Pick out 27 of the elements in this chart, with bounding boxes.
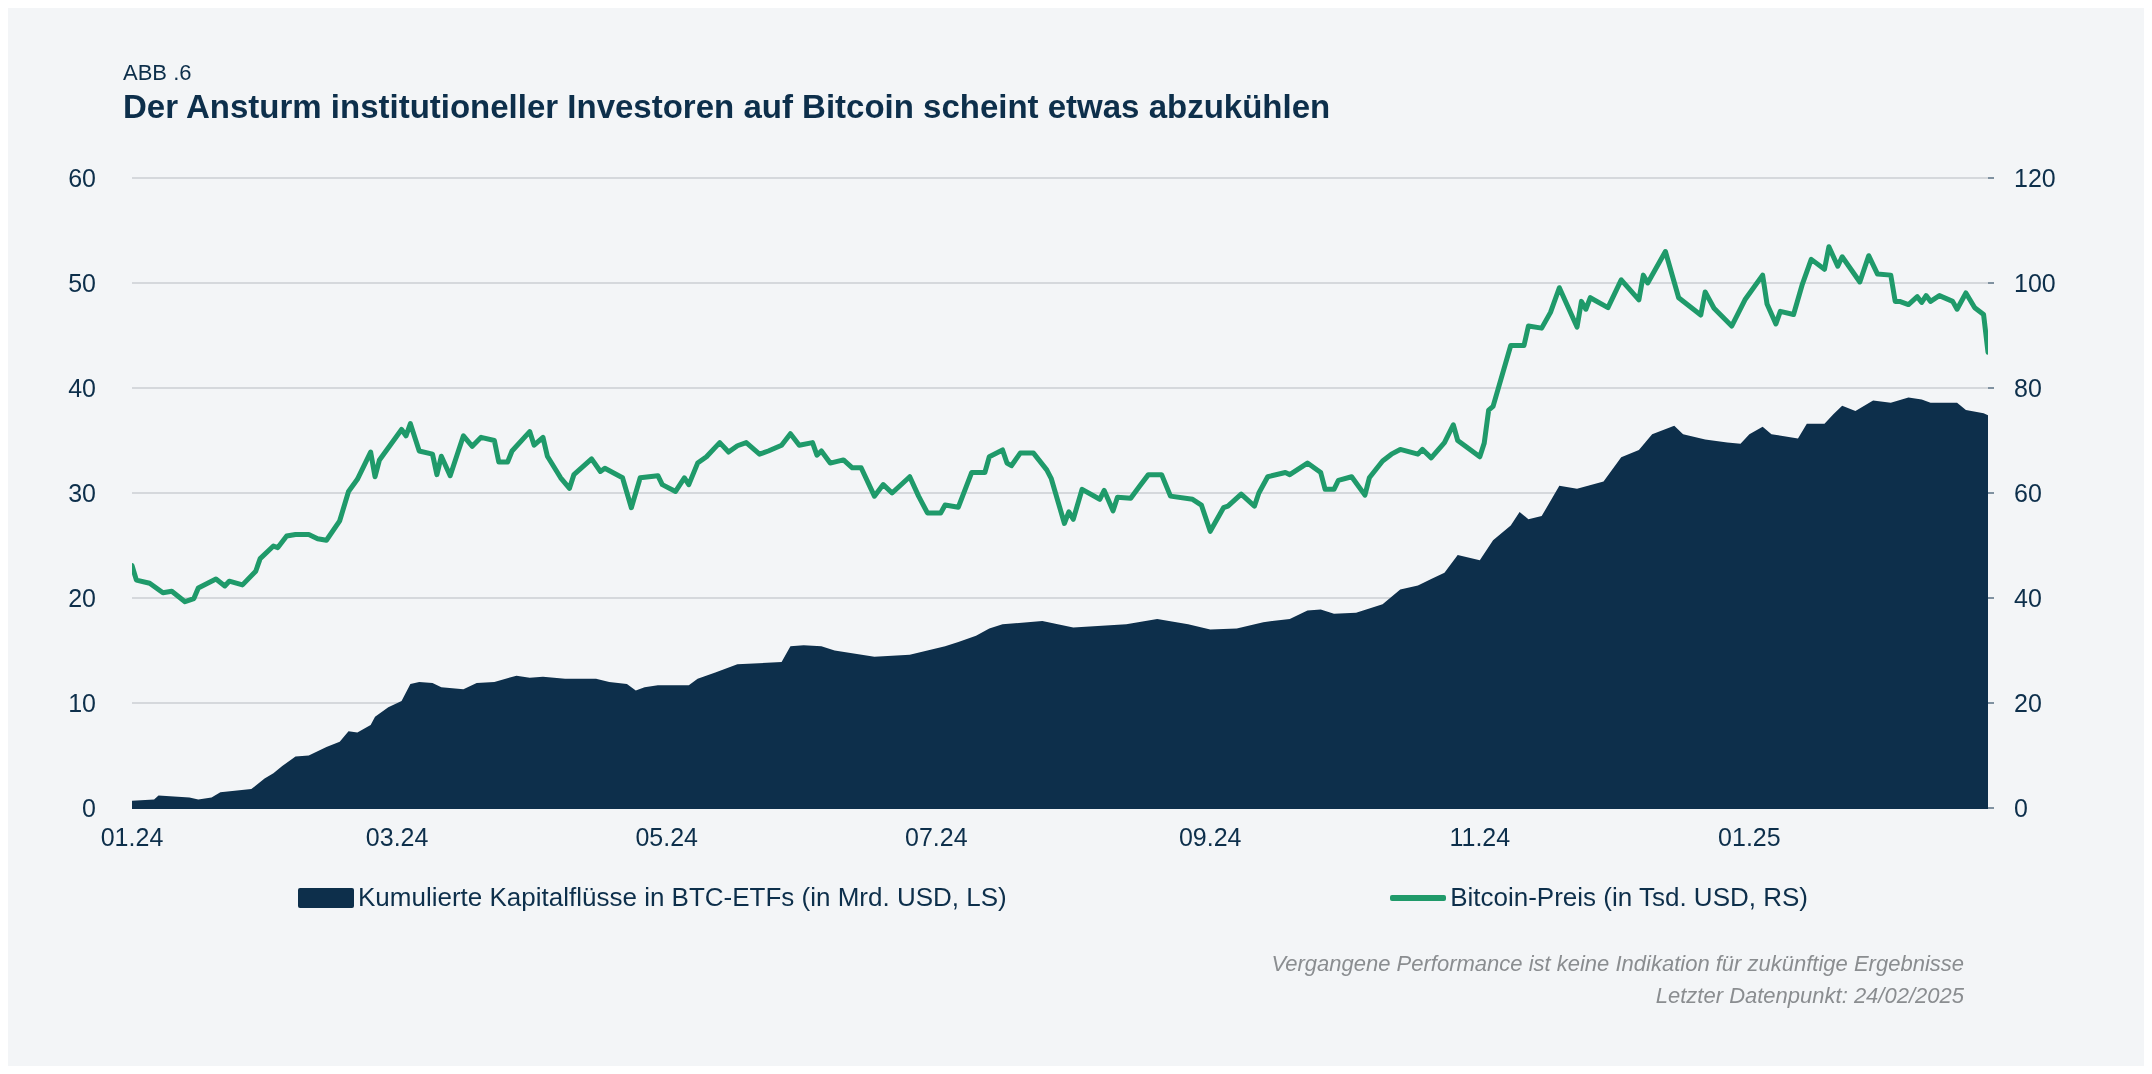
y2-tick-label: 20: [2014, 688, 2042, 717]
y-tick-label: 50: [68, 268, 96, 297]
chart-subtitle: ABB .6: [123, 60, 192, 86]
x-tick-label: 05.24: [635, 822, 699, 851]
y2-tick-label: 120: [2014, 163, 2056, 192]
legend-label: Bitcoin-Preis (in Tsd. USD, RS): [1449, 882, 1808, 913]
x-tick-label: 03.24: [365, 822, 429, 851]
text: Letzter Datenpunkt: 24/02/2025: [1654, 982, 1964, 1010]
y-tick-label: 0: [82, 793, 96, 822]
legend-label: Kumulierte Kapitalflüsse in BTC-ETFs (in Mrd. USD, LS): [357, 882, 1007, 913]
y2-tick-label: 40: [2014, 583, 2042, 612]
x-tick-label: 01.25: [1718, 822, 1781, 851]
y2-tick-label: 80: [2014, 373, 2042, 402]
y2-tick-label: 100: [2014, 268, 2056, 297]
y-tick-label: 40: [68, 373, 96, 402]
y2-tick-label: 0: [2014, 793, 2028, 822]
x-tick-label: 09.24: [1178, 822, 1242, 851]
x-tick-label: 01.24: [100, 822, 164, 851]
x-tick-label: 11.24: [1449, 822, 1511, 851]
x-tick-label: 07.24: [904, 822, 968, 851]
y-tick-label: 30: [68, 478, 96, 507]
y-tick-label: 60: [68, 163, 96, 192]
text: Vergangene Performance ist keine Indikation für zukünftige Ergebnisse: [1271, 950, 1964, 978]
y-tick-label: 10: [68, 688, 96, 717]
y2-tick-label: 60: [2014, 478, 2042, 507]
y-tick-label: 20: [68, 583, 96, 612]
chart-title: Der Ansturm institutioneller Investoren auf Bitcoin scheint etwas abzukühlen: [123, 88, 1331, 126]
